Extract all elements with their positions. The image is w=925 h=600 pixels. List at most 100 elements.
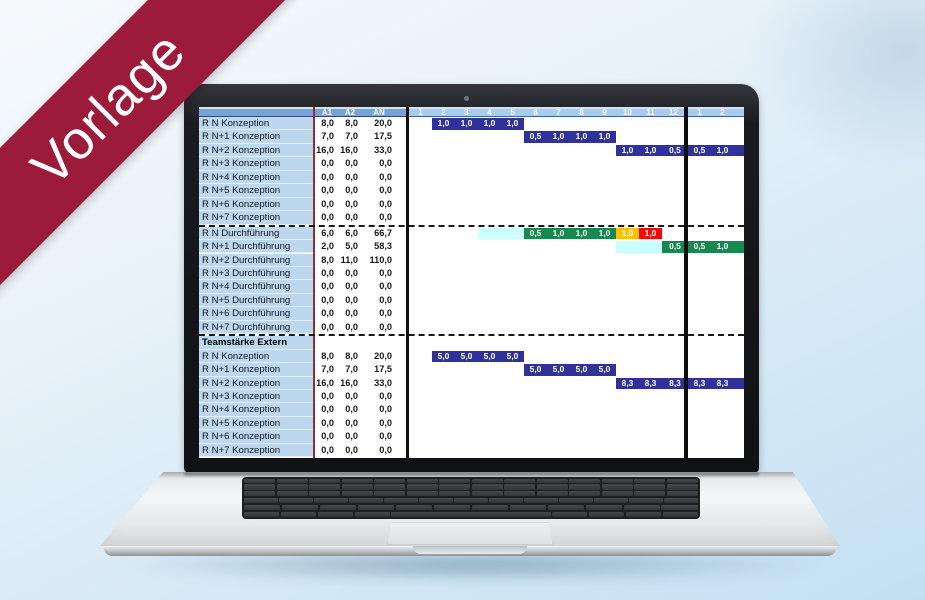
value-cell[interactable]: 0,0	[379, 185, 392, 196]
gantt-bar-blue[interactable]: 8,3 8,3 8,3 8,3 8,3	[616, 377, 744, 390]
value-cell[interactable]: 16,0	[316, 144, 334, 155]
value-cell[interactable]: 33,0	[374, 144, 392, 155]
value-cell[interactable]: 16,0	[340, 144, 358, 155]
value-column-header[interactable]: AN	[373, 108, 385, 117]
gantt-bar-blue[interactable]: 5,0 5,0 5,0 5,0	[524, 364, 616, 376]
row-label-cell[interactable]: R N+2 Durchführung	[199, 253, 313, 267]
row-label-cell[interactable]: R N Durchführung	[199, 226, 313, 241]
value-cell[interactable]: 0,0	[321, 267, 334, 278]
value-cell[interactable]: 5,0	[345, 241, 358, 252]
row-label-cell[interactable]: R N+5 Konzeption	[199, 416, 313, 431]
row-label-cell[interactable]: R N+7 Konzeption	[199, 211, 313, 225]
row-label-cell[interactable]: R N+6 Konzeption	[199, 197, 313, 212]
value-cell[interactable]: 0,0	[321, 431, 334, 442]
value-cell[interactable]: 0,0	[321, 158, 334, 169]
value-cell[interactable]: 8,0	[321, 118, 334, 128]
value-cell[interactable]: 8,0	[345, 350, 358, 361]
row-label-cell[interactable]: R N+2 Konzeption	[199, 143, 313, 158]
value-cell[interactable]: 0,0	[345, 404, 358, 415]
value-cell[interactable]: 6,0	[345, 227, 358, 238]
value-cell[interactable]: 20,0	[374, 118, 392, 128]
value-cell[interactable]: 0,0	[321, 212, 334, 223]
row-label-cell[interactable]: R N+1 Konzeption	[199, 130, 313, 144]
value-cell[interactable]: 0,0	[345, 198, 358, 209]
value-column-header[interactable]: A2	[344, 108, 356, 117]
value-cell[interactable]: 0,0	[321, 321, 334, 332]
value-cell[interactable]: 2,0	[321, 241, 334, 252]
value-cell[interactable]: 0,0	[321, 198, 334, 209]
month-header[interactable]: 11	[646, 108, 655, 117]
value-cell[interactable]: 0,0	[379, 294, 392, 305]
value-cell[interactable]: 7,0	[321, 131, 334, 142]
value-cell[interactable]: 8,0	[345, 118, 358, 128]
value-cell[interactable]: 0,0	[345, 185, 358, 196]
month-header[interactable]: 2	[441, 108, 446, 117]
value-cell[interactable]: 0,0	[379, 308, 392, 319]
value-column-header[interactable]: A1	[321, 108, 333, 117]
value-cell[interactable]: 0,0	[379, 431, 392, 442]
month-header[interactable]: 4	[487, 108, 492, 117]
row-label-cell[interactable]: R N+1 Durchführung	[199, 240, 313, 254]
row-label-cell[interactable]: R N+4 Konzeption	[199, 170, 313, 185]
row-label-cell[interactable]: R N+6 Durchführung	[199, 307, 313, 321]
value-cell[interactable]: 0,0	[321, 444, 334, 455]
gantt-bar-red[interactable]: 1,0	[639, 227, 662, 240]
gantt-bar-yellow[interactable]: 1,0	[616, 227, 639, 240]
gantt-bar-blue[interactable]: 0,5 1,0 1,0 1,0	[524, 131, 616, 143]
value-cell[interactable]: 0,0	[379, 267, 392, 278]
row-label-cell[interactable]: R N+5 Konzeption	[199, 184, 313, 198]
row-label-cell[interactable]: R N+2 Konzeption	[199, 376, 313, 390]
row-label-cell[interactable]: R N+3 Konzeption	[199, 157, 313, 171]
value-cell[interactable]: 0,0	[345, 391, 358, 401]
value-cell[interactable]: 0,0	[345, 158, 358, 169]
value-cell[interactable]: 0,0	[379, 391, 392, 401]
value-cell[interactable]: 0,0	[379, 404, 392, 415]
value-cell[interactable]: 0,0	[379, 158, 392, 169]
value-cell[interactable]: 11,0	[340, 254, 358, 265]
value-cell[interactable]: 58,3	[374, 241, 392, 252]
row-label-cell[interactable]: R N Konzeption	[199, 117, 313, 131]
gantt-bar-blue[interactable]: 5,0 5,0 5,0 5,0	[432, 350, 524, 363]
month-header[interactable]: 12	[669, 108, 678, 117]
value-cell[interactable]: 17,5	[374, 364, 392, 375]
month-header[interactable]: 8	[579, 108, 584, 117]
gantt-bar-cyan[interactable]	[478, 227, 524, 240]
value-cell[interactable]: 0,0	[379, 444, 392, 455]
value-cell[interactable]: 0,0	[379, 281, 392, 292]
row-label-cell[interactable]: R N+1 Konzeption	[199, 363, 313, 377]
month-header[interactable]: 3	[464, 108, 469, 117]
value-cell[interactable]: 8,0	[321, 254, 334, 265]
month-header[interactable]: 2	[720, 108, 725, 117]
value-cell[interactable]: 0,0	[345, 321, 358, 332]
value-cell[interactable]: 6,0	[321, 227, 334, 238]
gantt-bar-blue[interactable]: 1,0 1,0 0,5 0,5 1,0	[616, 144, 744, 157]
month-header[interactable]: 7	[556, 108, 561, 117]
value-cell[interactable]: 20,0	[374, 350, 392, 361]
row-label-cell[interactable]: R N+7 Durchführung	[199, 320, 313, 335]
value-cell[interactable]: 0,0	[321, 185, 334, 196]
value-cell[interactable]: 0,0	[345, 294, 358, 305]
value-cell[interactable]: 7,0	[321, 364, 334, 375]
value-cell[interactable]: 0,0	[321, 391, 334, 401]
gantt-bar-cyan[interactable]	[616, 241, 662, 253]
value-cell[interactable]: 0,0	[379, 212, 392, 223]
value-cell[interactable]: 0,0	[345, 308, 358, 319]
value-cell[interactable]: 8,0	[321, 350, 334, 361]
gantt-bar-green[interactable]: 0,5 0,5 1,0	[662, 241, 744, 253]
month-header[interactable]: 1	[697, 108, 702, 117]
row-label-cell[interactable]: R N+4 Konzeption	[199, 403, 313, 417]
gantt-bar-green[interactable]: 0,5 1,0 1,0 1,0	[524, 227, 616, 240]
value-cell[interactable]: 0,0	[345, 444, 358, 455]
value-cell[interactable]: 7,0	[345, 364, 358, 375]
value-cell[interactable]: 0,0	[321, 281, 334, 292]
value-cell[interactable]: 0,0	[345, 431, 358, 442]
value-cell[interactable]: 0,0	[379, 321, 392, 332]
value-cell[interactable]: 66,7	[374, 227, 392, 238]
value-cell[interactable]: 0,0	[379, 417, 392, 428]
value-cell[interactable]: 0,0	[321, 308, 334, 319]
row-label-cell[interactable]: R N+6 Konzeption	[199, 430, 313, 444]
row-label-cell[interactable]: R N+3 Konzeption	[199, 390, 313, 404]
gantt-bar-blue[interactable]: 1,0 1,0 1,0 1,0	[432, 118, 524, 130]
value-cell[interactable]: 0,0	[321, 404, 334, 415]
value-cell[interactable]: 0,0	[321, 294, 334, 305]
